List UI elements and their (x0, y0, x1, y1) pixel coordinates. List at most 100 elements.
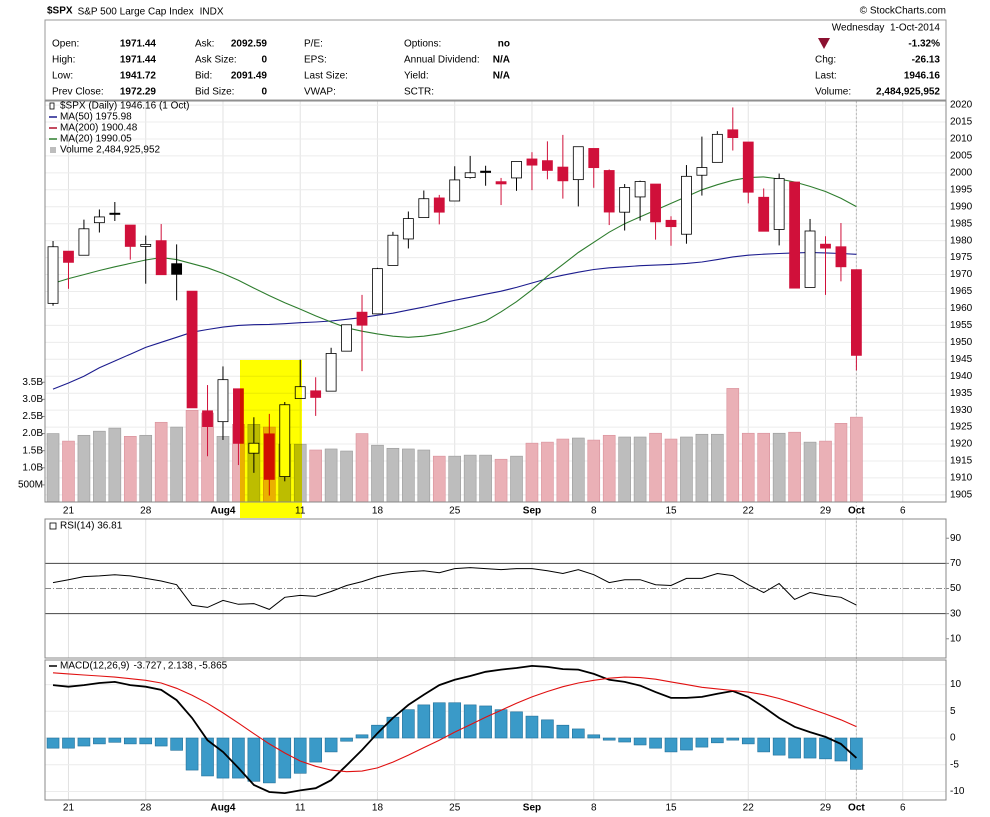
x-tick-label: 21 (63, 803, 75, 814)
histogram-bar (154, 737, 168, 747)
candle-body (542, 160, 553, 171)
candle-body (665, 219, 677, 228)
histogram-bar (263, 737, 276, 784)
histogram-bar (247, 737, 261, 782)
volume-bar (479, 454, 492, 503)
y-tick-label: 1975 (950, 252, 973, 263)
volume-bar (618, 436, 631, 503)
y-tick-label: 50 (950, 583, 962, 594)
candle-body (310, 390, 322, 398)
y2-tick-label: 3.0B (22, 394, 43, 405)
volume-bar (695, 433, 709, 503)
y-tick-label: 1980 (950, 235, 973, 246)
candle-body (650, 183, 661, 223)
volume-bar (803, 441, 817, 503)
y-tick-label: 1955 (950, 320, 973, 331)
volume-bar (741, 432, 755, 503)
legend-entry: Volume 2,484,925,952 (60, 145, 161, 156)
histogram-bar (680, 737, 693, 751)
legend-icon (49, 522, 57, 530)
candle-body (511, 161, 522, 179)
candle-body (588, 148, 600, 169)
quote-label: Ask Size: (195, 55, 237, 66)
legend-entry: MA(50) 1975.98 (60, 112, 132, 123)
legend-swatch (50, 147, 56, 153)
down-arrow (818, 38, 830, 49)
y-tick-label: 2010 (950, 134, 973, 145)
candle-body (773, 178, 785, 230)
moving-average (52, 176, 857, 338)
y-tick-label: 2020 (950, 100, 973, 111)
histogram-bar (201, 737, 214, 777)
volume-bar (680, 436, 693, 503)
histogram-bar (479, 705, 492, 739)
quote-value: no (498, 39, 510, 50)
histogram-bar (139, 737, 153, 745)
y-tick-label: -10 (950, 786, 965, 797)
y-tick-label: 1985 (950, 218, 973, 229)
candle-body (171, 263, 183, 275)
histogram-bar (633, 737, 647, 746)
histogram-bar (62, 737, 75, 749)
candle-body (140, 243, 152, 247)
histogram-bar (602, 737, 616, 741)
quote-label: Bid Size: (195, 87, 234, 98)
y-tick-label: 90 (950, 533, 962, 544)
legend-separator: , (194, 661, 197, 672)
candle-body (572, 146, 584, 181)
volume-bar (77, 434, 91, 503)
candle-body (804, 230, 816, 288)
histogram-bar (510, 711, 523, 739)
candle-body (526, 158, 538, 166)
candle-body (356, 311, 368, 326)
histogram-bar (340, 737, 353, 742)
stat-label: Chg: (815, 55, 836, 66)
y-tick-label: 1970 (950, 269, 973, 280)
histogram-bar (757, 737, 770, 753)
x-tick-label: 22 (743, 506, 755, 517)
histogram-bar (93, 737, 106, 745)
candle-body (387, 234, 399, 266)
quote-value: N/A (493, 71, 510, 82)
y-tick-label: 0 (950, 733, 956, 744)
histogram-bar (170, 737, 183, 751)
y-tick-label: 1915 (950, 456, 973, 467)
stat-label: Last: (815, 71, 837, 82)
volume-bar (572, 437, 585, 503)
x-tick-label: Sep (523, 506, 541, 517)
y2-tick-label: 2.0B (22, 428, 43, 439)
candle-body (711, 133, 723, 163)
volume-bar (463, 454, 477, 503)
histogram-bar (741, 737, 755, 745)
x-tick-label: 11 (295, 506, 306, 517)
rsi-panel-frame (44, 518, 947, 659)
volume-bar (510, 455, 523, 503)
histogram-bar (216, 737, 230, 779)
histogram-bar (618, 737, 631, 743)
histogram-bar (108, 737, 122, 743)
quote-label: Last Size: (304, 71, 348, 82)
quote-label: SCTR: (404, 87, 434, 98)
y-tick-label: 2015 (950, 117, 973, 128)
candle-body (63, 250, 74, 263)
y-tick-label: 1935 (950, 388, 973, 399)
y-tick-label: 1940 (950, 371, 973, 382)
quote-value: N/A (493, 55, 510, 66)
histogram-bar (819, 737, 832, 760)
stat-value: -26.13 (912, 55, 941, 66)
candle-body (696, 167, 708, 176)
y-tick-label: 1990 (950, 201, 973, 212)
y-tick-label: 1995 (950, 184, 973, 195)
volume-bar (788, 431, 801, 503)
volume-bar (371, 444, 384, 503)
quote-label: High: (52, 55, 75, 66)
histogram-bar (278, 737, 292, 779)
legend-title: RSI(14) 36.81 (60, 521, 123, 532)
volume-bar (726, 388, 740, 503)
legend-entry: -5.865 (199, 661, 228, 672)
stat-label: Volume: (815, 87, 851, 98)
candle-body (202, 410, 213, 427)
candle-body (557, 166, 569, 182)
